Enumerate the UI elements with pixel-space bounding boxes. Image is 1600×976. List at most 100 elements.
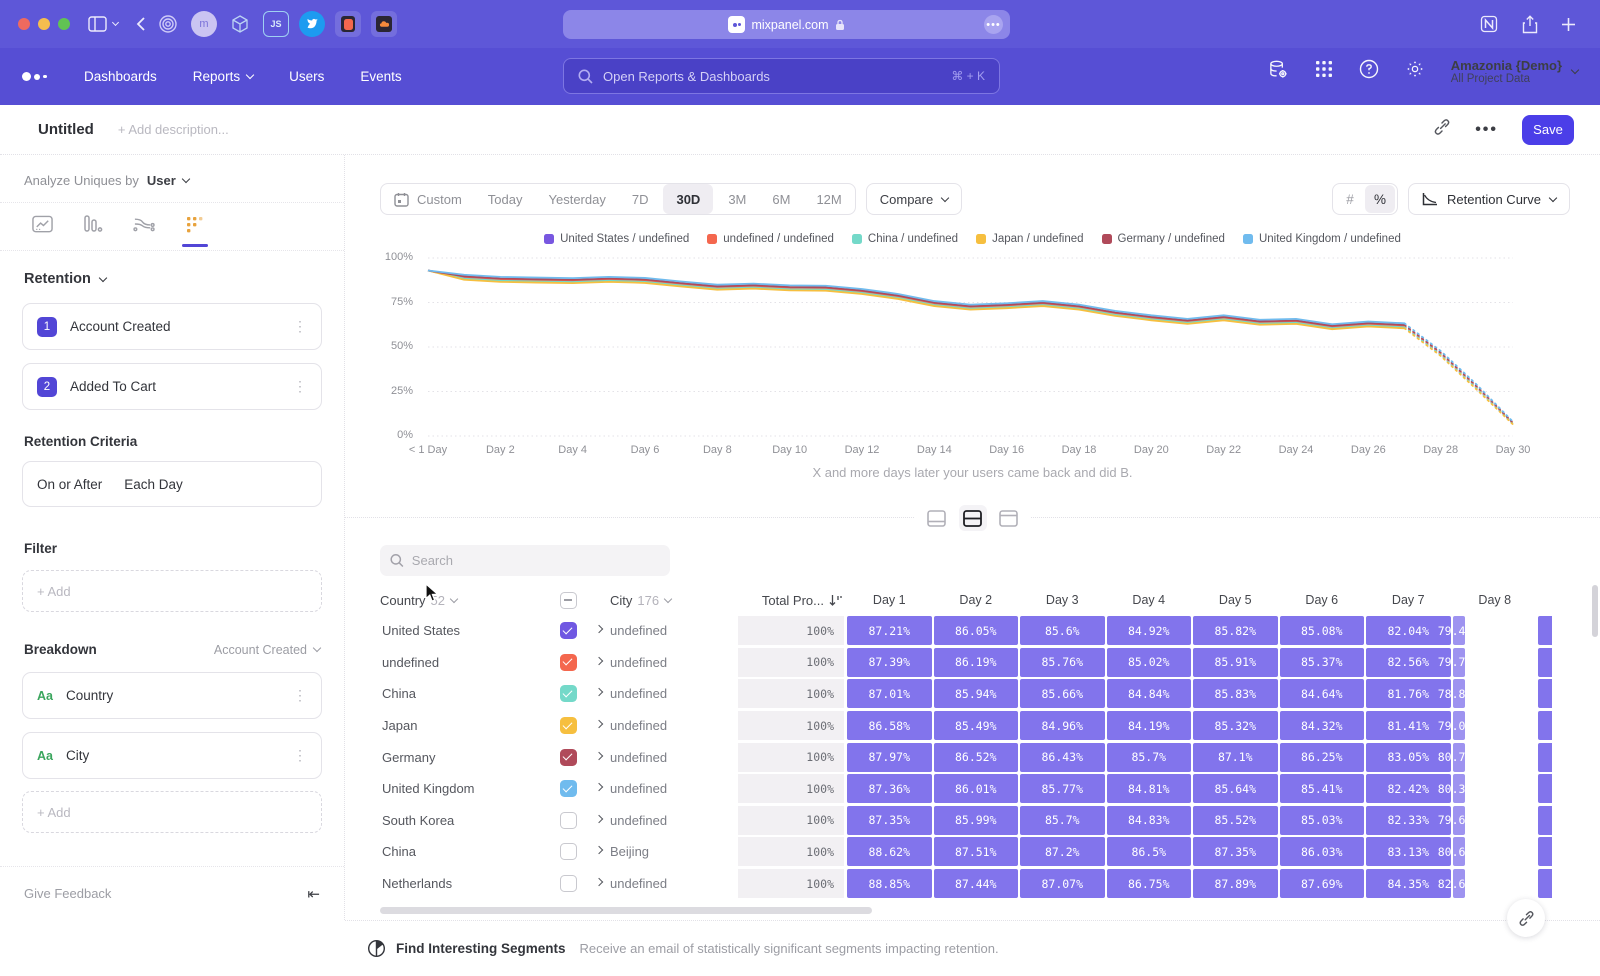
retention-cell[interactable]: 86.5% bbox=[1107, 837, 1192, 866]
retention-cell[interactable]: 85.91% bbox=[1193, 648, 1278, 677]
row-checkbox[interactable] bbox=[560, 812, 577, 829]
city-cell[interactable]: undefined bbox=[610, 718, 738, 733]
nav-item-reports[interactable]: Reports bbox=[193, 69, 253, 84]
retention-cell[interactable]: 85.41% bbox=[1280, 774, 1365, 803]
city-cell[interactable]: undefined bbox=[610, 623, 738, 638]
give-feedback-link[interactable]: Give Feedback bbox=[24, 886, 111, 901]
retention-cell[interactable]: 86.52% bbox=[934, 743, 1019, 772]
minimize-window-icon[interactable] bbox=[38, 18, 50, 30]
retention-cell[interactable]: 80.35% bbox=[1453, 774, 1465, 803]
kebab-menu-icon[interactable]: ⋮ bbox=[293, 318, 307, 335]
retention-cell[interactable]: 85.7% bbox=[1107, 743, 1192, 772]
legend-item[interactable]: undefined / undefined bbox=[707, 233, 834, 245]
country-cell[interactable]: China bbox=[380, 686, 548, 701]
share-icon[interactable] bbox=[1522, 15, 1538, 34]
data-gear-icon[interactable] bbox=[1268, 59, 1289, 85]
retention-cell[interactable]: 85.76% bbox=[1020, 648, 1105, 677]
expand-row-icon[interactable] bbox=[588, 692, 610, 695]
retention-cell[interactable]: 87.36% bbox=[847, 774, 932, 803]
range-today[interactable]: Today bbox=[475, 184, 536, 214]
retention-cell[interactable]: 84.19% bbox=[1107, 711, 1192, 740]
expand-row-icon[interactable] bbox=[588, 629, 610, 632]
more-actions-icon[interactable]: ••• bbox=[1475, 121, 1498, 139]
retention-cell[interactable]: 88.62% bbox=[847, 837, 932, 866]
expand-row-icon[interactable] bbox=[588, 787, 610, 790]
retention-cell[interactable]: 86.05% bbox=[934, 616, 1019, 645]
retention-cell[interactable]: 87.2% bbox=[1020, 837, 1105, 866]
city-cell[interactable]: undefined bbox=[610, 781, 738, 796]
page-title[interactable]: Untitled bbox=[38, 121, 94, 138]
retention-step-card[interactable]: 2 Added To Cart ⋮ bbox=[22, 363, 322, 410]
retention-cell[interactable]: 87.97% bbox=[847, 743, 932, 772]
retention-cell[interactable]: 84.81% bbox=[1107, 774, 1192, 803]
city-cell[interactable]: Beijing bbox=[610, 844, 738, 859]
kebab-menu-icon[interactable]: ⋮ bbox=[293, 378, 307, 395]
kebab-menu-icon[interactable]: ⋮ bbox=[293, 747, 307, 764]
country-cell[interactable]: United States bbox=[380, 623, 548, 638]
retention-cell[interactable]: 85.64% bbox=[1193, 774, 1278, 803]
notion-icon[interactable] bbox=[1480, 15, 1498, 33]
retention-cell[interactable]: 87.89% bbox=[1193, 869, 1278, 898]
retention-line-chart[interactable] bbox=[420, 250, 1525, 445]
range-custom[interactable]: Custom bbox=[381, 184, 475, 214]
city-cell[interactable]: undefined bbox=[610, 750, 738, 765]
day-column-header[interactable]: Day 3 bbox=[1019, 593, 1106, 607]
retention-cell[interactable]: 84.32% bbox=[1280, 711, 1365, 740]
copy-link-icon[interactable] bbox=[1433, 118, 1451, 141]
row-checkbox[interactable] bbox=[560, 654, 577, 671]
retention-cell[interactable]: 85.66% bbox=[1020, 679, 1105, 708]
retention-cell[interactable]: 79.62% bbox=[1453, 806, 1465, 835]
layout-chart-only-icon[interactable] bbox=[923, 505, 951, 531]
kebab-menu-icon[interactable]: ⋮ bbox=[293, 687, 307, 704]
retention-cell[interactable]: 79.77% bbox=[1453, 648, 1465, 677]
retention-cell[interactable]: 86.01% bbox=[934, 774, 1019, 803]
window-controls[interactable] bbox=[18, 18, 70, 30]
day-column-header[interactable]: Day 1 bbox=[846, 593, 933, 607]
day-column-header[interactable]: Day 4 bbox=[1106, 593, 1193, 607]
retention-cell[interactable]: 79.49% bbox=[1453, 616, 1465, 645]
tab-funnels[interactable] bbox=[81, 215, 105, 250]
tab-insights[interactable] bbox=[30, 215, 54, 250]
country-cell[interactable]: Netherlands bbox=[380, 876, 548, 891]
cloud-logo-icon[interactable] bbox=[371, 11, 397, 37]
open-reports-search[interactable]: Open Reports & Dashboards ⌘ + K bbox=[563, 58, 1000, 94]
retention-cell[interactable]: 86.43% bbox=[1020, 743, 1105, 772]
country-column-header[interactable]: Country52 bbox=[380, 593, 548, 608]
table-search[interactable] bbox=[380, 545, 670, 576]
collapse-sidebar-icon[interactable]: ⇤ bbox=[307, 885, 320, 903]
city-cell[interactable]: undefined bbox=[610, 686, 738, 701]
legend-item[interactable]: China / undefined bbox=[852, 233, 958, 245]
day-column-header[interactable]: Day 2 bbox=[933, 593, 1020, 607]
country-cell[interactable]: China bbox=[380, 844, 548, 859]
retention-cell[interactable]: 80.71% bbox=[1453, 743, 1465, 772]
day-column-header[interactable]: Day 5 bbox=[1192, 593, 1279, 607]
retention-cell[interactable]: 84.83% bbox=[1107, 806, 1192, 835]
expand-row-icon[interactable] bbox=[588, 661, 610, 664]
nav-item-users[interactable]: Users bbox=[289, 69, 324, 84]
chevron-down-icon[interactable] bbox=[113, 23, 118, 25]
layout-split-icon[interactable] bbox=[959, 505, 987, 531]
breakdown-card-country[interactable]: Aa Country ⋮ bbox=[22, 672, 322, 719]
save-button[interactable]: Save bbox=[1522, 115, 1574, 145]
more-options-icon[interactable]: ••• bbox=[984, 15, 1003, 34]
search-input[interactable] bbox=[412, 553, 660, 568]
cube-icon[interactable] bbox=[227, 11, 253, 37]
total-column-header[interactable]: Total Pro... bbox=[738, 593, 846, 608]
analyze-value-dropdown[interactable]: User bbox=[147, 173, 189, 188]
close-window-icon[interactable] bbox=[18, 18, 30, 30]
retention-cell[interactable]: 86.19% bbox=[934, 648, 1019, 677]
retention-cell[interactable]: 87.39% bbox=[847, 648, 932, 677]
criteria-on-or-after[interactable]: On or After bbox=[37, 477, 102, 492]
ring-logo-icon[interactable] bbox=[155, 11, 181, 37]
m-avatar-icon[interactable]: m bbox=[191, 11, 217, 37]
bird-icon[interactable] bbox=[299, 11, 325, 37]
range-yesterday[interactable]: Yesterday bbox=[536, 184, 619, 214]
retention-cell[interactable]: 79.05% bbox=[1453, 711, 1465, 740]
day-column-header[interactable]: Day 6 bbox=[1279, 593, 1366, 607]
range-30d[interactable]: 30D bbox=[663, 184, 713, 214]
retention-cell[interactable]: 86.25% bbox=[1280, 743, 1365, 772]
layout-table-only-icon[interactable] bbox=[995, 505, 1023, 531]
retention-cell[interactable]: 78.87% bbox=[1453, 679, 1465, 708]
city-cell[interactable]: undefined bbox=[610, 876, 738, 891]
retention-cell[interactable]: 85.37% bbox=[1280, 648, 1365, 677]
